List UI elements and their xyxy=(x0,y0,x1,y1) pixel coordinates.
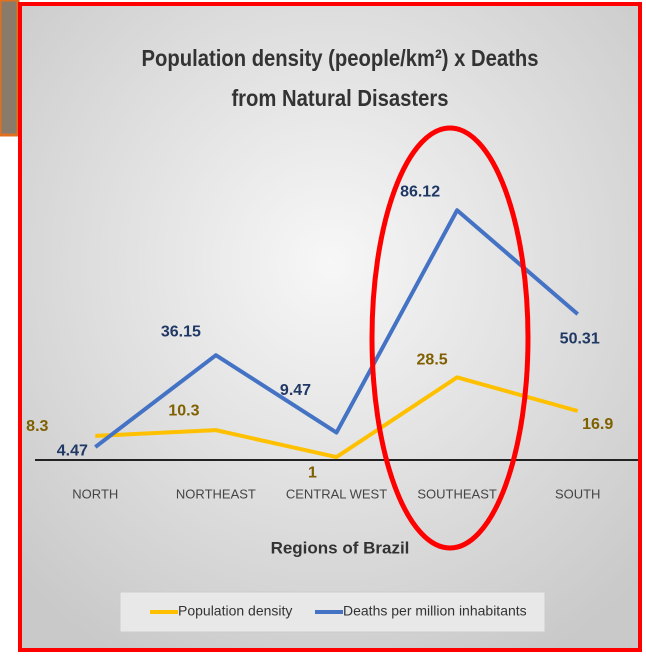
chart-title: Population density (people/km²) x Deaths… xyxy=(141,45,539,111)
chart-frame xyxy=(18,2,642,652)
data-label: 16.9 xyxy=(582,416,613,433)
data-label: 10.3 xyxy=(168,402,199,419)
legend-label: Deaths per million inhabitants xyxy=(343,603,527,619)
x-tick-label: NORTH xyxy=(72,486,118,501)
x-axis-title: Regions of Brazil xyxy=(271,538,410,557)
x-tick-label: SOUTH xyxy=(555,486,601,501)
x-tick-label: NORTHEAST xyxy=(176,486,256,501)
highlight-ellipse xyxy=(369,125,531,551)
series-line xyxy=(94,208,580,449)
series-line xyxy=(95,375,579,460)
data-label: 36.15 xyxy=(161,323,201,340)
data-label: 1 xyxy=(308,464,317,481)
data-label: 86.12 xyxy=(400,183,440,200)
data-label: 9.47 xyxy=(280,382,311,399)
x-tick-label: SOUTHEAST xyxy=(417,486,497,501)
x-tick-label: CENTRAL WEST xyxy=(286,486,387,501)
data-label: 8.3 xyxy=(26,418,48,435)
data-label: 50.31 xyxy=(560,330,600,347)
data-label: 28.5 xyxy=(417,352,448,369)
photo-thumbnail xyxy=(0,0,20,137)
legend-label: Population density xyxy=(178,603,292,619)
data-label: 4.47 xyxy=(57,442,88,459)
